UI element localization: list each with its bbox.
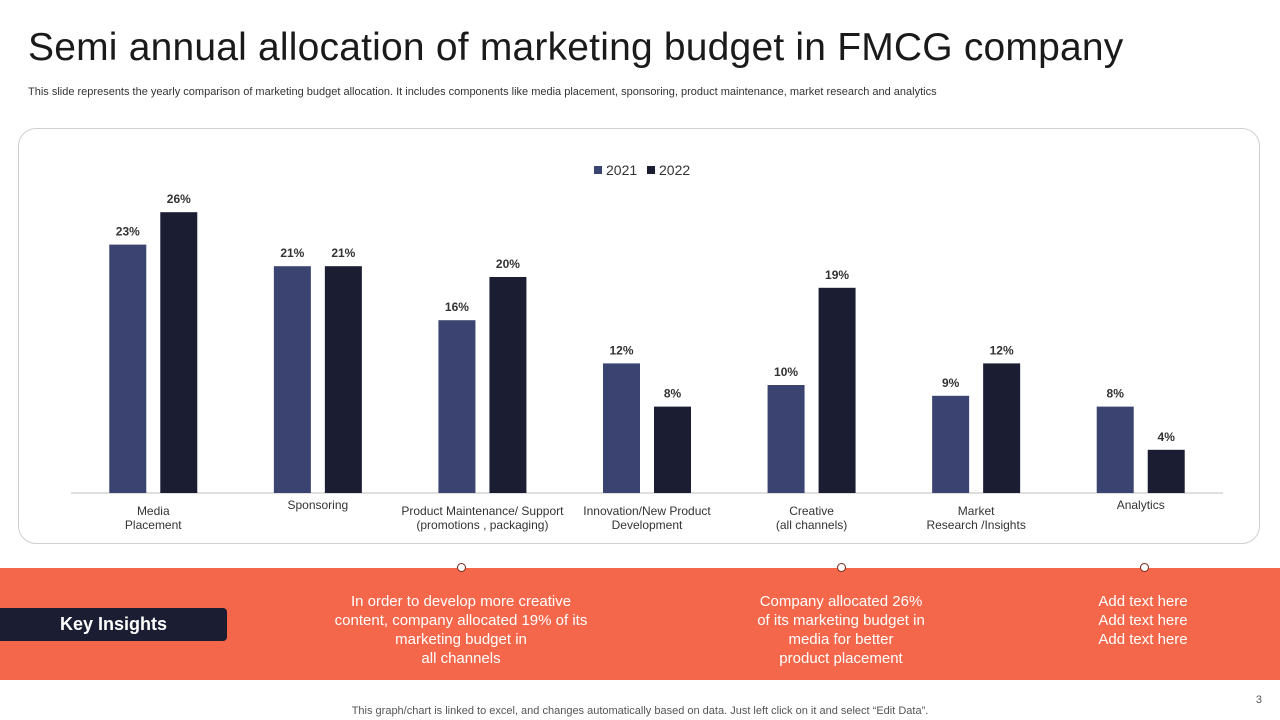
bar-2021 [1096,406,1134,493]
data-label: 8% [664,387,682,401]
legend: 2021 2022 [594,162,690,178]
slide-title: Semi annual allocation of marketing budg… [28,26,1124,69]
chart-card: 2021 2022 23% 26% Media Placement 21% 21% Sponso… [18,128,1260,544]
bar-2022 [818,287,856,493]
data-label: 20% [496,257,520,271]
legend-label-2021: 2021 [606,162,637,178]
legend-swatch-2021 [594,166,602,174]
data-label: 9% [942,376,960,390]
insight-text-1[interactable]: In order to develop more creative conten… [334,593,588,667]
slide-subtitle: This slide represents the yearly compari… [28,86,937,98]
data-label: 12% [990,343,1014,357]
bar-2021 [109,244,147,493]
data-label: 23% [116,225,140,239]
bar-2021 [932,395,970,493]
data-label: 4% [1158,430,1176,444]
bar-2022 [1147,449,1185,493]
bar-2022 [160,212,198,493]
category-label: Sponsoring [287,498,348,512]
timeline-dot [457,563,466,572]
data-label: 21% [331,246,355,260]
timeline-dot [837,563,846,572]
category-label: Analytics [1117,498,1165,512]
category-label: Market Research /Insights [926,504,1025,532]
bar-2021 [438,320,476,493]
legend-label-2022: 2022 [659,162,690,178]
bar-2022 [324,266,362,493]
legend-swatch-2022 [647,166,655,174]
data-label: 19% [825,268,849,282]
bar-2022 [654,406,691,493]
bar-2022 [489,277,527,493]
category-label: Innovation/New Product Development [583,504,711,532]
data-label: 21% [280,246,304,260]
insight-text-2[interactable]: Company allocated 26% of its marketing b… [757,593,925,667]
bar-2022 [983,363,1021,493]
data-label: 26% [167,192,191,206]
category-label: Product Maintenance/ Support (promotions … [401,504,564,532]
bar-2021 [603,363,640,493]
page-number: 3 [1255,694,1262,706]
data-label: 16% [445,300,469,314]
bar-chart[interactable]: 2021 2022 23% 26% Media Placement 21% 21% Sponso… [19,129,1261,545]
bar-2021 [273,266,311,493]
bar-2021 [767,385,805,493]
footer-note: This graph/chart is linked to excel, and… [351,705,929,717]
category-label: Creative (all channels) [776,504,847,532]
data-label: 12% [609,343,633,357]
key-insights-label: Key Insights [0,608,227,641]
data-label: 10% [774,365,798,379]
timeline-dot [1140,563,1149,572]
insight-text-3[interactable]: Add text here Add text here Add text her… [1098,593,1188,648]
data-label: 8% [1107,387,1125,401]
category-label: Media Placement [125,504,182,532]
